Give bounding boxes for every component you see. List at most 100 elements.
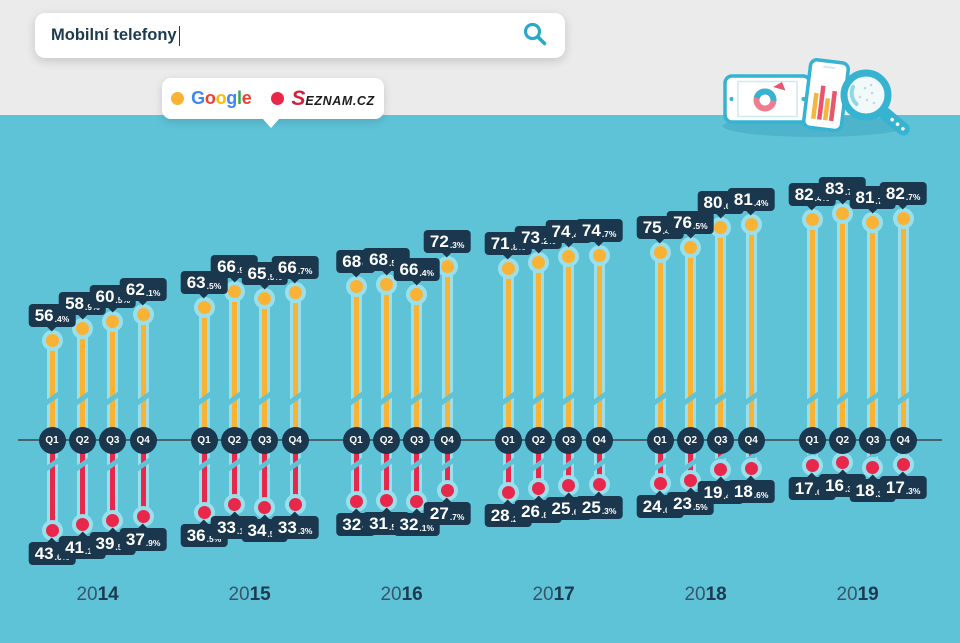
google-value-label: 62.1% xyxy=(119,278,167,306)
quarter-badge: Q1 xyxy=(798,426,826,454)
google-value-label: 81.4% xyxy=(727,188,775,216)
quarter-badge: Q4 xyxy=(889,426,917,454)
seznam-dot xyxy=(588,473,610,495)
quarter-badge: Q3 xyxy=(403,426,431,454)
google-stem xyxy=(745,224,757,440)
google-stem xyxy=(867,222,879,440)
google-dot xyxy=(588,244,610,266)
google-stem xyxy=(76,328,88,440)
search-button[interactable] xyxy=(521,22,549,50)
seznam-dot xyxy=(649,472,671,494)
google-dot xyxy=(558,245,580,267)
legend-pointer xyxy=(262,118,280,128)
seznam-value-label: 18.6% xyxy=(727,475,775,503)
seznam-stem xyxy=(228,440,240,504)
quarter-badge: Q2 xyxy=(524,426,552,454)
seznam-dot xyxy=(497,481,519,503)
google-dot xyxy=(41,329,63,351)
seznam-dot xyxy=(193,501,215,523)
year-label: 2019 xyxy=(836,584,879,605)
google-logo-letter: l xyxy=(236,88,242,108)
quarter-badge: Q1 xyxy=(38,426,66,454)
seznam-dot xyxy=(892,453,914,475)
quarter-badge: Q2 xyxy=(220,426,248,454)
quarter-badge: Q4 xyxy=(433,426,461,454)
seznam-stem xyxy=(46,440,58,530)
axis-line xyxy=(18,439,942,441)
google-value-label: 74.7% xyxy=(575,219,623,247)
google-stem xyxy=(684,247,696,440)
google-stem xyxy=(715,227,727,440)
seznam-dot xyxy=(831,451,853,473)
search-input[interactable]: Mobilní telefony xyxy=(51,26,177,44)
google-dot xyxy=(436,255,458,277)
quarter-badge: Q1 xyxy=(646,426,674,454)
google-stem xyxy=(563,256,575,440)
seznam-dot xyxy=(254,496,276,518)
seznam-stem xyxy=(380,440,392,500)
seznam-dot xyxy=(132,505,154,527)
google-stem xyxy=(411,294,423,440)
quarter-badge: Q4 xyxy=(281,426,309,454)
seznam-dot xyxy=(71,513,93,535)
google-dot xyxy=(497,257,519,279)
seznam-dot xyxy=(406,490,428,512)
seznam-stem xyxy=(289,440,301,504)
google-stem xyxy=(836,213,848,440)
legend-tooltip: Google SEZNAM.CZ xyxy=(162,78,384,128)
quarter-badge: Q4 xyxy=(585,426,613,454)
phone-icon xyxy=(801,58,851,133)
legend-item-seznam: SEZNAM.CZ xyxy=(271,87,374,111)
google-value-label: 66.4% xyxy=(393,258,441,286)
seznam-dot xyxy=(436,479,458,501)
seznam-stem xyxy=(259,440,271,507)
google-stem xyxy=(897,218,909,440)
google-dot xyxy=(406,283,428,305)
seznam-dot xyxy=(710,458,732,480)
google-dot xyxy=(649,241,671,263)
google-stem xyxy=(259,298,271,440)
seznam-dot xyxy=(740,457,762,479)
seznam-value-label: 27.7% xyxy=(423,497,471,525)
quarter-badge: Q2 xyxy=(68,426,96,454)
google-dot xyxy=(831,202,853,224)
google-dot xyxy=(892,207,914,229)
google-value-label: 76.5% xyxy=(667,211,714,239)
google-stem xyxy=(350,286,362,440)
seznam-value-label: 33.3% xyxy=(271,511,319,539)
seznam-value-label: 37.9% xyxy=(119,523,167,551)
seznam-dot xyxy=(558,474,580,496)
quarter-badge: Q1 xyxy=(342,426,370,454)
google-dot xyxy=(345,275,367,297)
google-dot xyxy=(740,213,762,235)
google-dot xyxy=(862,211,884,233)
devices-illustration xyxy=(723,58,910,137)
google-dot xyxy=(132,303,154,325)
quarter-badge: Q3 xyxy=(859,426,887,454)
year-label: 2015 xyxy=(228,584,271,605)
quarter-badge: Q1 xyxy=(190,426,218,454)
seznam-stem xyxy=(76,440,88,524)
google-stem xyxy=(46,340,58,440)
google-dot xyxy=(193,296,215,318)
google-stem xyxy=(654,252,666,440)
google-value-label: 72.3% xyxy=(423,230,471,258)
seznam-dot xyxy=(375,489,397,511)
google-value-label: 82.7% xyxy=(879,182,927,210)
tablet-icon xyxy=(723,74,812,124)
donut-chart-icon xyxy=(753,82,786,112)
search-bar[interactable]: Mobilní telefony xyxy=(35,13,565,58)
google-stem xyxy=(289,292,301,440)
google-logo-letter: e xyxy=(241,88,252,108)
google-value-label: 66.7% xyxy=(271,256,319,284)
quarter-badge: Q2 xyxy=(676,426,704,454)
year-label: 2014 xyxy=(76,584,119,605)
seznam-stem xyxy=(107,440,119,520)
seznam-dot xyxy=(41,519,63,541)
bar-chart-icon xyxy=(811,85,838,122)
seznam-dot xyxy=(862,456,884,478)
google-dot xyxy=(710,216,732,238)
google-dot xyxy=(102,310,124,332)
google-dot xyxy=(254,287,276,309)
google-stem xyxy=(228,291,240,440)
